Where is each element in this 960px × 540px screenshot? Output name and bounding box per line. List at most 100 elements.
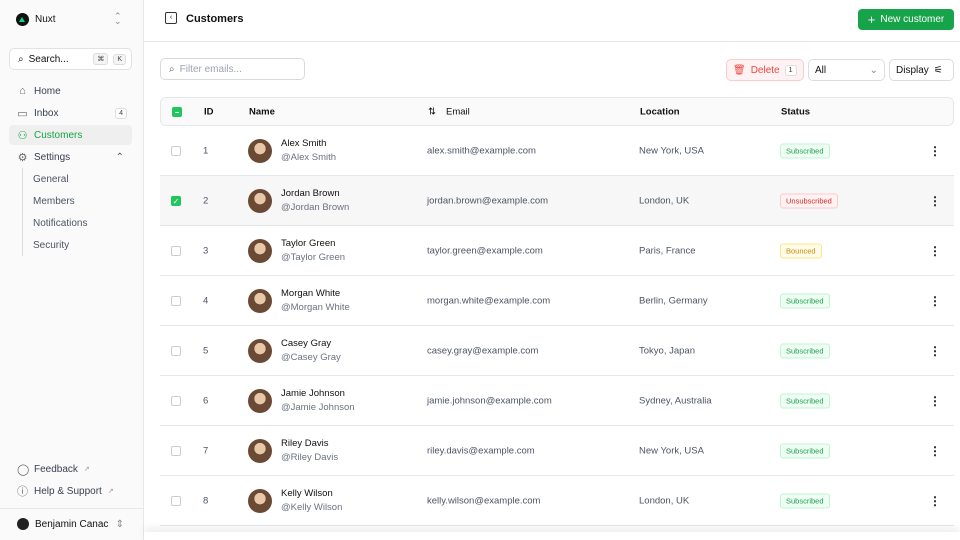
sidebar-item-inbox[interactable]: ▭ Inbox 4 [9, 103, 132, 123]
status-badge: Bounced [780, 243, 822, 258]
new-customer-button[interactable]: + New customer [858, 9, 954, 30]
column-location: Location [640, 106, 680, 117]
cell-email: taylor.green@example.com [427, 245, 543, 256]
table-row[interactable]: 5 Casey Gray @Casey Gray casey.gray@examp… [160, 326, 954, 376]
avatar [248, 288, 272, 313]
column-id: ID [204, 106, 214, 117]
customer-name: Taylor Green [281, 237, 336, 249]
select-value: All [815, 64, 827, 76]
cell-id: 5 [203, 345, 209, 356]
nav-label: Customers [34, 129, 83, 141]
more-actions-icon[interactable]: ⋮ [929, 343, 941, 358]
display-button[interactable]: Display ⚟ [889, 59, 954, 81]
customer-handle: @Kelly Wilson [281, 501, 343, 513]
delete-button[interactable]: 🗑 Delete 1 [726, 59, 804, 81]
external-link-icon: ↗ [107, 488, 114, 495]
cell-id: 8 [203, 495, 209, 506]
row-checkbox[interactable] [171, 295, 181, 306]
customer-name: Casey Gray [281, 337, 332, 349]
cell-name: Riley Davis @Riley Davis [281, 437, 338, 465]
search-icon: ⌕ [18, 53, 24, 65]
cell-email: alex.smith@example.com [427, 145, 536, 156]
user-menu[interactable]: Benjamin Canac ⇕ [9, 514, 132, 534]
avatar [248, 238, 272, 263]
user-name: Benjamin Canac [35, 518, 109, 530]
table-row[interactable]: 4 Morgan White @Morgan White morgan.white… [160, 276, 954, 326]
row-checkbox[interactable] [171, 345, 181, 356]
sidebar-item-security[interactable]: Security [33, 240, 70, 251]
row-checkbox[interactable] [171, 495, 181, 506]
user-avatar [17, 518, 29, 530]
avatar [248, 488, 272, 513]
plus-icon: + [867, 12, 876, 27]
search-button[interactable]: ⌕ Search... ⌘ K [9, 48, 132, 70]
more-actions-icon[interactable]: ⋮ [929, 393, 941, 408]
users-icon: ⚇ [17, 129, 28, 142]
table-row[interactable]: 8 Kelly Wilson @Kelly Wilson kelly.wilson… [160, 476, 954, 526]
cell-location: London, UK [639, 195, 690, 206]
nav-label: Settings [34, 151, 71, 163]
team-switcher[interactable]: Nuxt [16, 13, 56, 26]
sidebar-item-members[interactable]: Members [33, 196, 75, 207]
avatar [248, 138, 272, 163]
cell-name: Alex Smith @Alex Smith [281, 137, 336, 165]
column-email[interactable]: Email [446, 106, 470, 117]
sidebar-item-customers[interactable]: ⚇ Customers [9, 125, 132, 145]
sidebar-item-settings[interactable]: ⚙ Settings ⌃ [9, 147, 132, 167]
more-actions-icon[interactable]: ⋮ [929, 243, 941, 258]
cell-id: 6 [203, 395, 209, 406]
row-checkbox[interactable] [171, 245, 181, 256]
status-badge: Subscribed [780, 143, 830, 158]
row-checkbox[interactable] [171, 145, 181, 156]
customer-name: Alex Smith [281, 137, 327, 149]
table-row[interactable]: 1 Alex Smith @Alex Smith alex.smith@examp… [160, 126, 954, 176]
table-row[interactable]: 7 Riley Davis @Riley Davis riley.davis@ex… [160, 426, 954, 476]
kbd-cmd: ⌘ [93, 53, 109, 65]
more-actions-icon[interactable]: ⋮ [929, 443, 941, 458]
sidebar-item-home[interactable]: ⌂ Home [9, 81, 132, 101]
row-checkbox[interactable] [171, 395, 181, 406]
cell-name: Jordan Brown @Jordan Brown [281, 187, 349, 215]
more-actions-icon[interactable]: ⋮ [929, 193, 941, 208]
chat-icon: ◯ [17, 463, 30, 476]
nav-label: Help & Support [34, 485, 102, 497]
cell-email: jordan.brown@example.com [427, 195, 549, 206]
row-checkbox[interactable]: ✓ [171, 195, 181, 206]
cell-name: Morgan White @Morgan White [281, 287, 350, 315]
cell-id: 1 [203, 145, 209, 156]
row-checkbox[interactable] [171, 445, 181, 456]
status-filter-select[interactable]: All ⌄ [808, 59, 885, 81]
filter-emails-input[interactable]: ⌕ Filter emails... [160, 58, 305, 80]
more-actions-icon[interactable]: ⋮ [929, 143, 941, 158]
avatar [248, 388, 272, 413]
sort-icon[interactable]: ⇅ [428, 106, 436, 117]
sidebar-collapse-icon[interactable]: ‹ [165, 12, 177, 24]
select-all-checkbox[interactable]: − [172, 106, 182, 117]
table-row[interactable]: ✓ 2 Jordan Brown @Jordan Brown jordan.bro… [160, 176, 954, 226]
cell-email: casey.gray@example.com [427, 345, 539, 356]
page-title: Customers [186, 13, 244, 25]
sidebar-item-notifications[interactable]: Notifications [33, 218, 88, 229]
more-actions-icon[interactable]: ⋮ [929, 493, 941, 508]
cell-id: 3 [203, 245, 209, 256]
cell-email: riley.davis@example.com [427, 445, 535, 456]
avatar [248, 188, 272, 213]
table-row[interactable]: 6 Jamie Johnson @Jamie Johnson jamie.john… [160, 376, 954, 426]
sidebar-item-general[interactable]: General [33, 174, 69, 185]
search-icon: ⌕ [169, 63, 175, 75]
placeholder: Filter emails... [179, 63, 242, 75]
more-actions-icon[interactable]: ⋮ [929, 293, 941, 308]
feedback-link[interactable]: ◯ Feedback ↗ [9, 459, 132, 479]
button-label: Display [896, 64, 929, 76]
cell-location: London, UK [639, 495, 690, 506]
table-row[interactable]: 3 Taylor Green @Taylor Green taylor.green… [160, 226, 954, 276]
nav-label: Inbox [34, 107, 59, 119]
customer-name: Kelly Wilson [281, 487, 333, 499]
customer-handle: @Taylor Green [281, 251, 346, 263]
help-link[interactable]: ⓘ Help & Support ↗ [9, 481, 132, 501]
cell-location: Berlin, Germany [639, 295, 708, 306]
cell-email: morgan.white@example.com [427, 295, 551, 306]
cell-location: Sydney, Australia [639, 395, 712, 406]
customer-name: Morgan White [281, 287, 341, 299]
status-badge: Unsubscribed [780, 193, 838, 208]
